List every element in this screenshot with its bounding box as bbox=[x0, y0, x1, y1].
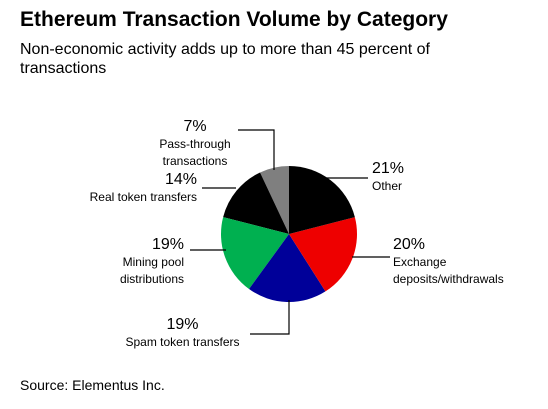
pie-slice bbox=[289, 217, 357, 292]
slice-label: 19% Mining pool distributions bbox=[60, 236, 184, 288]
slice-label: 14% Real token transfers bbox=[40, 171, 197, 206]
category-label: Real token transfers bbox=[89, 190, 197, 204]
category-label: Mining pool distributions bbox=[119, 255, 184, 286]
category-label: Spam token transfers bbox=[125, 335, 240, 349]
chart-subtitle: Non-economic activity adds up to more th… bbox=[20, 41, 430, 77]
value-label: 7% bbox=[183, 118, 207, 135]
value-label: 19% bbox=[151, 236, 184, 253]
value-label: 20% bbox=[393, 236, 426, 253]
pie-slice bbox=[221, 217, 289, 290]
leader-line bbox=[238, 129, 275, 170]
slice-label: 20% Exchange deposits/withdrawals bbox=[393, 236, 543, 288]
value-label: 21% bbox=[372, 160, 405, 177]
value-label: 14% bbox=[164, 171, 197, 188]
slice-label: 21% Other bbox=[372, 160, 452, 195]
pie-slice bbox=[249, 234, 326, 303]
value-label: 19% bbox=[166, 316, 199, 333]
pie-slice bbox=[260, 166, 289, 234]
pie-slice bbox=[289, 166, 355, 234]
category-label: Exchange deposits/withdrawals bbox=[393, 255, 504, 286]
leader-line bbox=[250, 300, 290, 335]
category-label: Other bbox=[372, 179, 403, 193]
slice-label: 7% Pass-through transactions bbox=[130, 118, 260, 170]
slice-label: 19% Spam token transfers bbox=[110, 316, 255, 351]
pie-slice bbox=[223, 172, 289, 234]
source: Source: Elementus Inc. bbox=[20, 377, 165, 393]
category-label: Pass-through transactions bbox=[159, 137, 231, 168]
chart-title: Ethereum Transaction Volume by Category bbox=[20, 8, 448, 31]
